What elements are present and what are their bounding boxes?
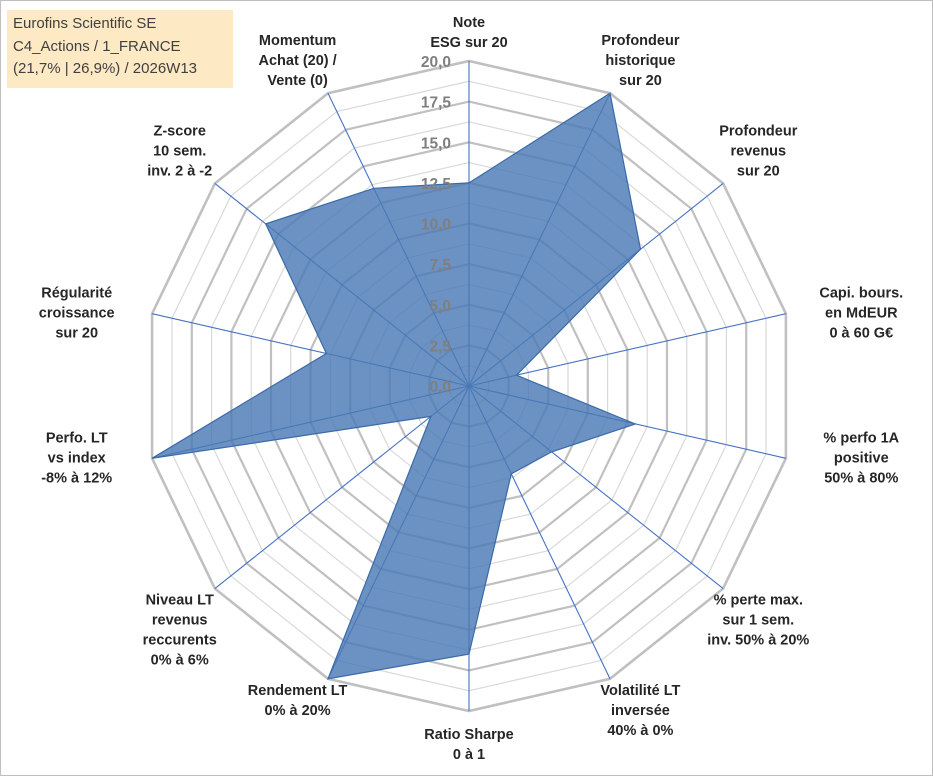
axis-label-line: historique xyxy=(605,53,675,69)
period-stats: (21,7% | 26,9%) / 2026W13 xyxy=(13,60,197,77)
axis-label: Profondeur revenus sur 20 xyxy=(719,123,797,179)
axis-label: Niveau LT revenus reccurents 0% à 6% xyxy=(143,593,217,669)
axis-label-line: Niveau LT xyxy=(146,593,214,609)
axis-label: Rendement LT 0% à 20% xyxy=(248,683,348,719)
axis-label-line: Régularité xyxy=(41,286,112,302)
tick-label: 12,5 xyxy=(421,176,452,193)
tick-label: 17,5 xyxy=(421,95,452,112)
axis-label-line: 0 à 1 xyxy=(453,747,485,763)
axis-label-line: Capi. bours. xyxy=(819,286,903,302)
axis-label-line: vs index xyxy=(48,450,106,466)
tick-label: 7,5 xyxy=(429,257,451,274)
axis-label-line: sur 20 xyxy=(55,326,98,342)
axis-label-line: inv. 50% à 20% xyxy=(707,633,809,649)
axis-label: % perte max. sur 1 sem. inv. 50% à 20% xyxy=(707,593,809,649)
axis-label-line: revenus xyxy=(152,613,208,629)
info-box: Eurofins Scientific SE C4_Actions / 1_FR… xyxy=(7,10,233,88)
radar-series xyxy=(151,92,642,680)
axis-label: Momentum Achat (20) / Vente (0) xyxy=(259,33,337,89)
axis-label-line: positive xyxy=(834,450,889,466)
axis-label-line: -8% à 12% xyxy=(41,470,112,486)
axis-label: Z-score 10 sem. inv. 2 à -2 xyxy=(147,123,212,179)
axis-label-line: 0% à 6% xyxy=(151,653,209,669)
tick-label: 15,0 xyxy=(421,135,451,152)
tick-label: 5,0 xyxy=(429,298,451,315)
axis-spoke xyxy=(468,313,787,387)
axis-label: Volatilité LT inversée 40% à 0% xyxy=(600,683,680,739)
axis-label-line: 10 sem. xyxy=(153,143,206,159)
tick-label: 0,0 xyxy=(429,379,451,396)
axis-label: Ratio Sharpe 0 à 1 xyxy=(424,727,513,763)
axis-label-line: sur 20 xyxy=(619,73,662,89)
axis-label-line: 0 à 60 G€ xyxy=(829,326,893,342)
axis-label-line: ESG sur 20 xyxy=(430,35,507,51)
axis-label-line: Momentum xyxy=(259,33,336,49)
tick-label: 20,0 xyxy=(421,54,451,71)
axis-label-line: Z-score xyxy=(154,123,206,139)
company-name: Eurofins Scientific SE xyxy=(13,15,157,32)
axis-label-line: 50% à 80% xyxy=(824,470,898,486)
axis-label-line: Achat (20) / xyxy=(259,53,337,69)
radial-tick-labels: 0,0 2,5 5,0 7,5 10,0 12,5 15,0 17,5 20,0 xyxy=(421,54,452,396)
axis-label-line: Perfo. LT xyxy=(46,430,108,446)
axis-label-line: Profondeur xyxy=(719,123,797,139)
axis-label: Profondeur historique sur 20 xyxy=(601,33,679,89)
axis-label-line: sur 20 xyxy=(737,163,780,179)
axis-label-line: Profondeur xyxy=(601,33,679,49)
axis-label-line: reccurents xyxy=(143,633,217,649)
tick-label: 2,5 xyxy=(429,338,451,355)
category-path: C4_Actions / 1_FRANCE xyxy=(13,37,181,55)
axis-label-line: sur 1 sem. xyxy=(722,613,794,629)
axis-label-line: croissance xyxy=(39,306,115,322)
axis-label-line: Vente (0) xyxy=(267,73,328,89)
axis-label-line: revenus xyxy=(730,143,786,159)
axis-label: Note ESG sur 20 xyxy=(430,15,507,51)
axis-label-line: % perte max. xyxy=(714,593,803,609)
axis-label-line: inversée xyxy=(611,703,670,719)
axis-label-line: 40% à 0% xyxy=(607,723,673,739)
axis-label-line: en MdEUR xyxy=(825,306,898,322)
axis-label-line: Note xyxy=(453,15,485,31)
tick-label: 10,0 xyxy=(421,217,451,234)
axis-label-line: 0% à 20% xyxy=(265,703,331,719)
axis-spoke xyxy=(214,385,470,590)
axis-labels: Note ESG sur 20 Profondeur historique sur 20… xyxy=(39,15,903,763)
axis-label: Régularité croissance sur 20 xyxy=(39,286,115,342)
axis-label-line: % perfo 1A xyxy=(823,430,899,446)
axis-label-line: Rendement LT xyxy=(248,683,348,699)
axis-label-line: Ratio Sharpe xyxy=(424,727,513,743)
series-area xyxy=(151,92,642,680)
axis-label: Perfo. LT vs index -8% à 12% xyxy=(41,430,112,486)
axis-label: Capi. bours. en MdEUR 0 à 60 G€ xyxy=(819,286,903,342)
axis-label-line: Volatilité LT xyxy=(600,683,680,699)
axis-label: % perfo 1A positive 50% à 80% xyxy=(823,430,899,486)
axis-label-line: inv. 2 à -2 xyxy=(147,163,212,179)
